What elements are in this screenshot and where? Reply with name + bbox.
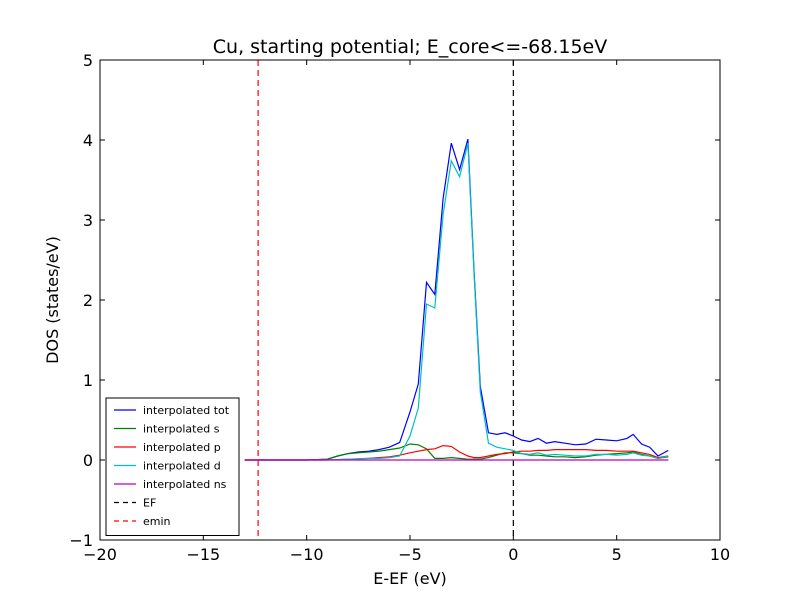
legend-label: EF: [143, 497, 156, 510]
y-tick-label: 5: [83, 51, 93, 70]
y-tick-label: 3: [83, 211, 93, 230]
x-tick-label: 0: [508, 545, 518, 564]
legend-label: interpolated tot: [143, 404, 230, 417]
y-tick-label: 4: [83, 131, 93, 150]
y-axis-label: DOS (states/eV): [43, 236, 62, 364]
y-tick-label: −1: [69, 531, 93, 550]
legend: interpolated tot interpolated s interpolat…: [105, 397, 240, 536]
chart-title: Cu, starting potential; E_core<=-68.15eV: [213, 36, 607, 58]
legend-label: interpolated d: [143, 460, 221, 473]
x-tick-label: −20: [83, 545, 117, 564]
x-tick-label: 10: [710, 545, 730, 564]
y-tick-label: 0: [83, 451, 93, 470]
legend-label: interpolated ns: [143, 478, 227, 491]
legend-label: emin: [143, 515, 171, 528]
legend-label: interpolated p: [143, 441, 221, 454]
series-line-interpolated-d: [244, 143, 669, 461]
legend-label: interpolated s: [143, 423, 220, 436]
x-axis-label: E-EF (eV): [373, 569, 447, 588]
x-tick-label: 5: [612, 545, 622, 564]
x-tick-label: −10: [290, 545, 324, 564]
x-tick-label: −5: [398, 545, 422, 564]
y-tick-label: 1: [83, 371, 93, 390]
legend-box: [105, 397, 240, 536]
y-tick-label: 2: [83, 291, 93, 310]
x-tick-label: −15: [186, 545, 220, 564]
